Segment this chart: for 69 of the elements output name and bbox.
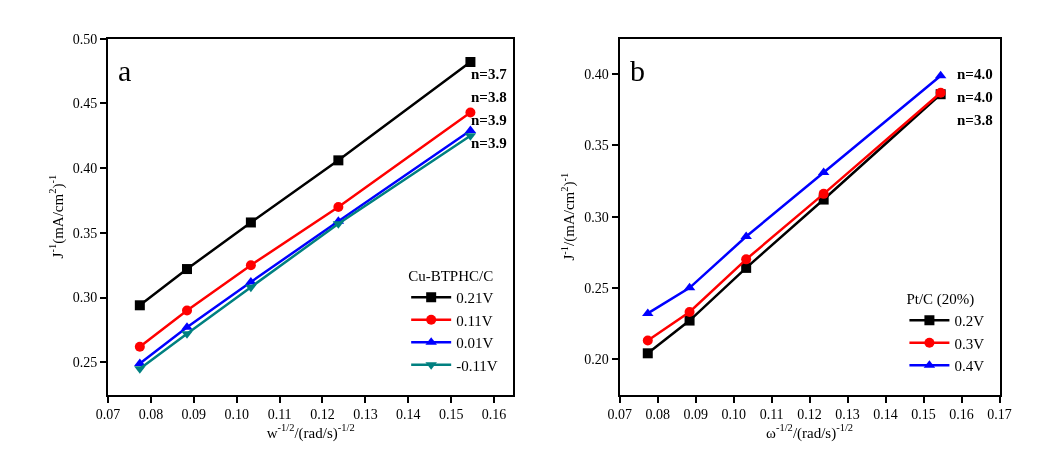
point — [741, 262, 752, 273]
y-tick-label: 0.25 — [72, 355, 98, 371]
point — [818, 188, 829, 199]
annotation: n=3.9 — [471, 135, 507, 151]
point — [740, 231, 752, 240]
x-tick-label: 0.14 — [396, 407, 421, 423]
legend-label: 0.2V — [954, 313, 985, 330]
annotation: n=3.7 — [471, 66, 508, 82]
x-tick-label: 0.12 — [310, 407, 335, 423]
point — [333, 201, 344, 212]
y-tick-label: 0.30 — [72, 290, 98, 306]
point — [642, 335, 653, 346]
y-tick-label: 0.40 — [584, 67, 609, 83]
x-tick-label: 0.15 — [911, 407, 936, 423]
legend-label: 0.01V — [456, 335, 494, 352]
y-tick-label: 0.50 — [72, 31, 98, 47]
legend-label: 0.4V — [954, 358, 985, 375]
point — [245, 260, 256, 271]
y-tick-label: 0.25 — [584, 280, 609, 296]
x-tick-label: 0.11 — [267, 407, 292, 423]
x-tick-label: 0.16 — [949, 407, 974, 423]
x-tick-label: 0.09 — [683, 407, 708, 423]
x-tick-label: 0.16 — [481, 407, 507, 423]
y-tick-label: 0.20 — [584, 351, 609, 367]
legend-label: 0.11V — [456, 312, 493, 329]
x-tick-label: 0.10 — [721, 407, 746, 423]
point — [333, 155, 344, 166]
legend-title: Pt/C (20%) — [906, 291, 975, 309]
x-tick-label: 0.11 — [759, 407, 784, 423]
annotation: n=3.8 — [471, 89, 507, 105]
x-tick-label: 0.15 — [438, 407, 464, 423]
annotation: n=3.8 — [957, 112, 993, 128]
legend-label: -0.11V — [456, 357, 498, 374]
annotation: n=4.0 — [957, 66, 993, 82]
point — [741, 254, 752, 265]
point — [684, 307, 695, 318]
legend-label: 0.21V — [456, 290, 494, 307]
y-tick-label: 0.35 — [72, 225, 98, 241]
y-tick-label: 0.45 — [72, 96, 98, 112]
x-tick-label: 0.07 — [95, 407, 121, 423]
x-axis-title: ω$^{-1/2}$/(rad/s)$^{-1/2}$ — [766, 422, 854, 442]
annotation: a — [118, 54, 132, 87]
annotation: n=4.0 — [957, 89, 993, 105]
x-tick-label: 0.14 — [873, 407, 898, 423]
x-tick-label: 0.07 — [607, 407, 632, 423]
x-tick-label: 0.13 — [835, 407, 860, 423]
legend-label: 0.3V — [954, 335, 985, 352]
y-tick-label: 0.35 — [584, 138, 609, 154]
x-tick-label: 0.09 — [181, 407, 207, 423]
point — [684, 315, 695, 326]
annotation: n=3.9 — [471, 112, 507, 128]
legend-title: Cu-BTPHC/C — [408, 268, 494, 285]
point — [134, 341, 145, 352]
point — [182, 264, 193, 275]
point — [642, 348, 653, 359]
point — [245, 217, 256, 228]
point — [465, 56, 476, 67]
x-tick-label: 0.08 — [138, 407, 164, 423]
x-tick-label: 0.08 — [645, 407, 670, 423]
x-tick-label: 0.10 — [224, 407, 249, 423]
point — [134, 300, 145, 311]
x-tick-label: 0.13 — [353, 407, 378, 423]
x-tick-label: 0.12 — [797, 407, 822, 423]
annotation: b — [630, 54, 645, 87]
y-tick-label: 0.40 — [72, 161, 98, 177]
x-tick-label: 0.17 — [987, 407, 1012, 423]
x-axis-title: w$^{-1/2}$/(rad/s)$^{-1/2}$ — [266, 422, 355, 442]
point — [182, 305, 193, 316]
y-tick-label: 0.30 — [584, 209, 609, 225]
